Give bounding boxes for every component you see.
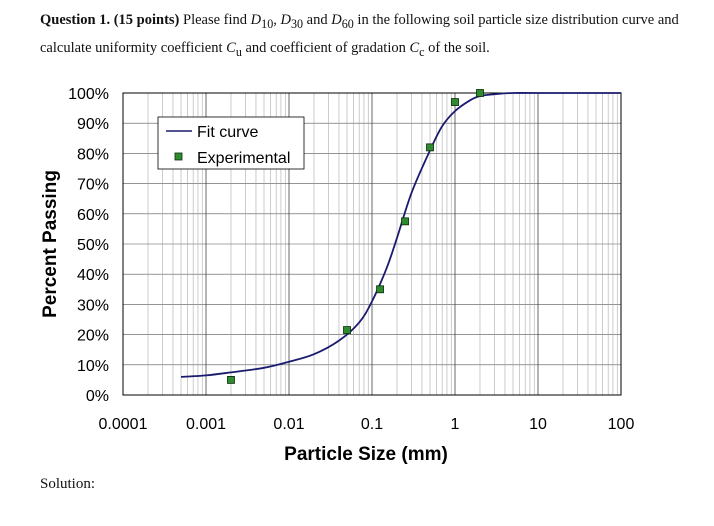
solution-label: Solution: (40, 476, 96, 492)
symbol-d30-sub: 30 (290, 16, 304, 31)
legend-label-experimental: Experimental (197, 150, 290, 167)
symbol-d10: D (250, 12, 262, 28)
x-tick-label: 0.0001 (99, 416, 148, 433)
y-tick-label: 20% (77, 328, 109, 345)
particle-size-chart: 0% 10% 20% 30% 40% 50% 60% 70% 80% 90% 100% 0.0001… (40, 86, 635, 465)
symbol-cc-sub: c (419, 44, 425, 59)
question-lead: Question 1. (15 points) (40, 12, 180, 28)
question-part: in the following soil particle size dist… (40, 12, 679, 56)
symbol-cc: C (409, 39, 420, 56)
question-part: , (273, 12, 281, 28)
experimental-point (343, 326, 351, 334)
x-tick-label: 1 (451, 416, 460, 433)
x-tick-label: 100 (608, 416, 635, 433)
question-part: and coefficient of gradation (241, 39, 410, 56)
legend: Fit curve Experimental (157, 116, 305, 170)
symbol-d30: D (280, 12, 291, 28)
y-tick-label: 80% (77, 146, 109, 163)
experimental-point (476, 89, 484, 97)
experimental-point (401, 217, 409, 226)
experimental-point (426, 143, 434, 152)
y-tick-label: 10% (77, 358, 109, 375)
experimental-point (227, 375, 235, 384)
grid (123, 93, 621, 395)
y-tick-label: 90% (77, 116, 109, 133)
legend-label-fit: Fit curve (197, 124, 258, 141)
experimental-point (376, 285, 384, 294)
x-tick-label: 0.1 (361, 416, 383, 433)
experimental-point (451, 98, 459, 106)
y-axis-label: Percent Passing (40, 170, 61, 318)
question-part: and (303, 12, 332, 28)
y-tick-label: 70% (77, 177, 109, 194)
symbol-d60-sub: 60 (341, 16, 354, 31)
fit-curve-line (180, 92, 621, 378)
question-part: of the soil. (424, 39, 490, 56)
symbol-cu: C (226, 39, 236, 56)
y-tick-label: 100% (68, 86, 109, 103)
symbol-d10-sub: 10 (261, 16, 274, 31)
x-axis-label: Particle Size (mm) (284, 444, 448, 465)
question-text: Question 1. (15 points) Please find D10,… (40, 8, 690, 64)
x-tick-label: 0.01 (273, 416, 304, 433)
y-tick-label: 60% (77, 207, 109, 224)
y-tick-labels: 0% 10% 20% 30% 40% 50% 60% 70% 80% 90% 100% (68, 86, 109, 405)
series-layer (180, 89, 621, 384)
question-part: Please find (179, 12, 251, 28)
symbol-cu-sub: u (235, 44, 242, 59)
x-tick-label: 10 (529, 416, 547, 433)
x-tick-labels: 0.0001 0.001 0.01 0.1 1 10 100 (99, 416, 635, 433)
legend-marker-swatch (174, 152, 183, 161)
plot-area-border (122, 92, 622, 396)
x-tick-label: 0.001 (186, 416, 226, 433)
y-tick-label: 40% (77, 267, 109, 284)
y-tick-label: 30% (77, 297, 109, 314)
symbol-d60: D (331, 12, 342, 28)
y-tick-label: 0% (86, 388, 109, 405)
y-tick-label: 50% (77, 237, 109, 254)
